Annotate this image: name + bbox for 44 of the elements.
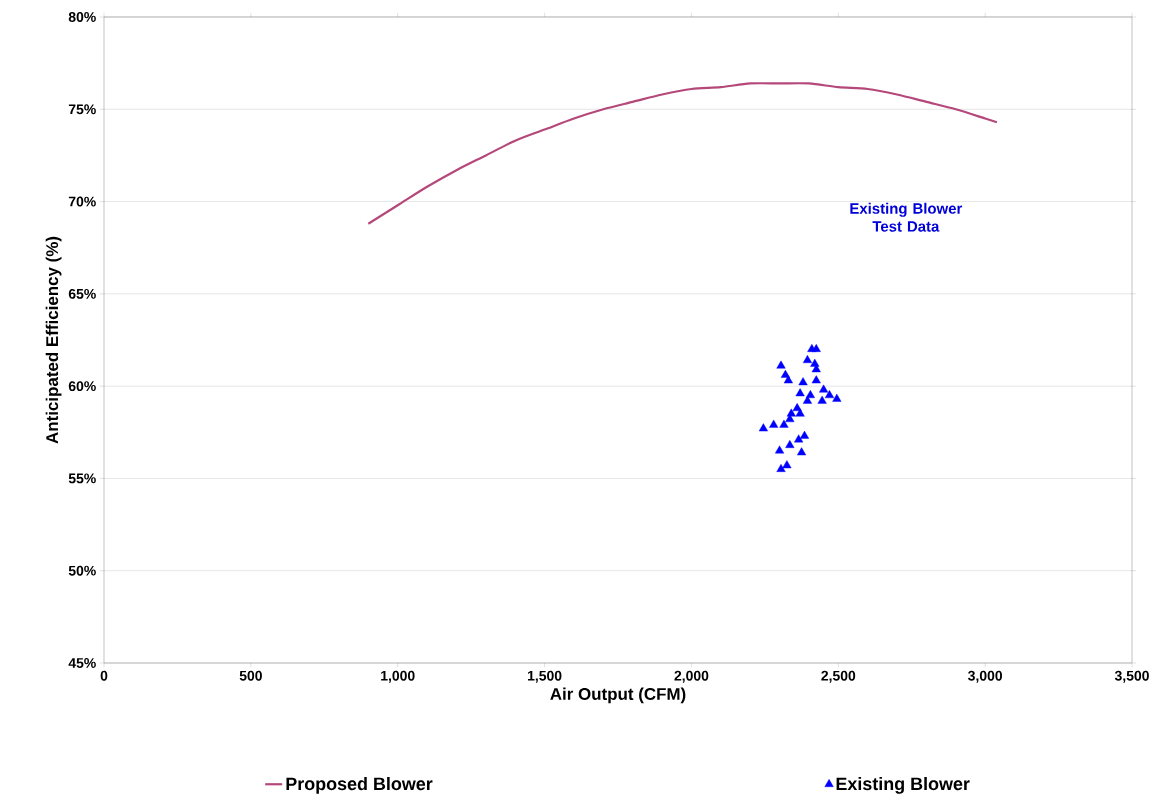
x-tick-label: 2,500 (821, 670, 856, 683)
point (779, 419, 789, 428)
point (775, 445, 785, 454)
point (758, 423, 768, 432)
x-tick-label: 0 (100, 670, 108, 681)
point (776, 464, 786, 472)
point (802, 355, 812, 363)
point (811, 375, 821, 384)
x-tick-label: 2,000 (674, 670, 709, 683)
y-tick-label: 55% (68, 473, 96, 484)
x-tick-label: 3,000 (968, 670, 1003, 683)
point (795, 388, 805, 397)
y-axis-title: Anticipated Efficiency (%) (45, 236, 62, 444)
point (824, 390, 835, 399)
legend-label: Existing Blower (836, 777, 970, 794)
point (811, 344, 821, 352)
y-tick-label: 50% (68, 565, 96, 576)
point (782, 460, 792, 469)
point (783, 375, 793, 384)
point (797, 447, 807, 456)
y-tick-label: 75% (68, 104, 96, 115)
point (802, 395, 812, 404)
y-tick-label: 45% (68, 658, 96, 668)
x-tick-label: 500 (239, 670, 262, 681)
point (794, 434, 804, 443)
y-tick-label: 80% (68, 12, 96, 22)
point (769, 419, 779, 428)
x-tick-label: 1,000 (381, 670, 415, 683)
y-tick-label: 70% (68, 196, 96, 207)
point (785, 440, 795, 448)
annotation: Existing Blower Test Data (850, 202, 963, 232)
x-tick-label: 3,500 (1114, 670, 1149, 683)
point (799, 430, 810, 439)
point (832, 393, 842, 402)
point (819, 384, 829, 393)
point (795, 408, 805, 417)
y-tick-label: 60% (68, 381, 96, 392)
y-tick-label: 65% (68, 288, 96, 299)
point (776, 360, 786, 369)
x-tick-label: 1,500 (528, 670, 562, 683)
point (817, 395, 827, 404)
x-axis-title: Air Output (CFM) (550, 687, 686, 704)
point (798, 377, 808, 386)
legend-label: Proposed Blower (286, 777, 433, 794)
